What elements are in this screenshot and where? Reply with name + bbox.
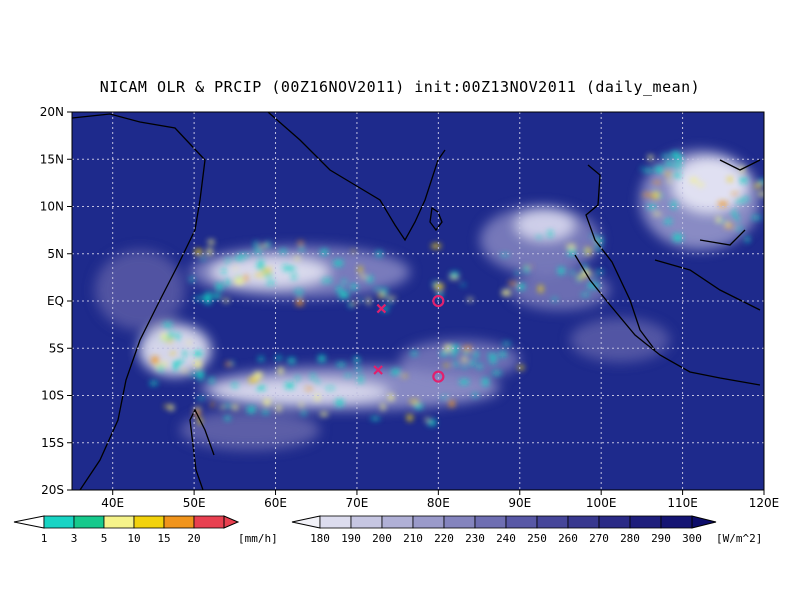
lat-label: 20N xyxy=(40,105,64,119)
olr-unit: [W/m^2] xyxy=(716,532,762,545)
lat-label: 5S xyxy=(49,341,64,355)
lat-lon-grid xyxy=(72,112,764,490)
precip-legend-swatch xyxy=(133,515,165,529)
olr-legend-swatch xyxy=(474,515,507,529)
map-frame-content xyxy=(72,112,764,490)
circle-marker xyxy=(432,294,445,308)
precip-legend-label: 1 xyxy=(41,532,48,545)
olr-legend-label: 250 xyxy=(527,532,547,545)
olr-legend-label: 270 xyxy=(589,532,609,545)
precip-legend-swatch xyxy=(43,515,75,529)
lat-label: 5N xyxy=(47,247,64,261)
markers xyxy=(373,294,445,383)
map-title: NICAM OLR & PRCIP (00Z16NOV2011) init:00… xyxy=(99,78,701,96)
precip-legend-label: 5 xyxy=(101,532,108,545)
olr-legend-label: 190 xyxy=(341,532,361,545)
precip-legend-label: 3 xyxy=(71,532,78,545)
olr-legend-swatch xyxy=(629,515,662,529)
olr-legend-label: 230 xyxy=(465,532,485,545)
lat-label: 10S xyxy=(41,389,64,403)
olr-legend-label: 200 xyxy=(372,532,392,545)
lon-labels: 40E 50E 60E 70E 80E 90E 100E 110E 120E xyxy=(101,490,779,510)
olr-legend-label: 210 xyxy=(403,532,423,545)
lon-label: 50E xyxy=(183,496,206,510)
lon-label: 70E xyxy=(346,496,369,510)
olr-legend-swatch xyxy=(412,515,445,529)
olr-legend-swatch xyxy=(350,515,383,529)
olr-legend: 180 190 200 210 220 230 240 250 260 270 280 290 300 [… xyxy=(291,515,762,545)
olr-legend-label: 260 xyxy=(558,532,578,545)
lat-label: 10N xyxy=(40,200,64,214)
precip-legend-swatch xyxy=(73,515,105,529)
x-marker xyxy=(376,303,387,314)
precip-legend-swatch xyxy=(163,515,195,529)
olr-legend-swatch xyxy=(505,515,538,529)
x-marker xyxy=(373,365,383,375)
lon-label: 90E xyxy=(508,496,531,510)
circle-marker xyxy=(432,370,445,383)
olr-legend-label: 180 xyxy=(310,532,330,545)
precip-legend-swatch xyxy=(193,515,225,529)
olr-legend-swatch xyxy=(443,515,476,529)
lat-label: EQ xyxy=(47,294,64,308)
olr-legend-label: 280 xyxy=(620,532,640,545)
olr-legend-label: 240 xyxy=(496,532,516,545)
legend-arrow-right xyxy=(223,515,240,529)
lat-labels: 20N 15N 10N 5N EQ 5S 10S 15S 20S xyxy=(40,105,72,497)
lon-label: 80E xyxy=(427,496,450,510)
olr-legend-label: 220 xyxy=(434,532,454,545)
olr-legend-swatch xyxy=(536,515,569,529)
olr-legend-label: 290 xyxy=(651,532,671,545)
olr-legend-swatch xyxy=(660,515,693,529)
coastlines xyxy=(72,112,761,490)
precip-legend-label: 10 xyxy=(127,532,140,545)
precip-legend: 1 3 5 10 15 20 [mm/h] xyxy=(13,515,278,545)
olr-legend-swatch xyxy=(567,515,600,529)
lat-label: 20S xyxy=(41,483,64,497)
lat-label: 15N xyxy=(40,152,64,166)
lon-label: 110E xyxy=(667,496,698,510)
legend-arrow-left xyxy=(13,515,45,529)
precip-legend-label: 20 xyxy=(187,532,200,545)
lon-label: 120E xyxy=(749,496,780,510)
olr-legend-swatch xyxy=(319,515,352,529)
olr-legend-label: 300 xyxy=(682,532,702,545)
precip-legend-swatch xyxy=(103,515,135,529)
lon-label: 100E xyxy=(586,496,617,510)
precip-unit: [mm/h] xyxy=(238,532,278,545)
olr-legend-swatch xyxy=(381,515,414,529)
legend-arrow-left xyxy=(291,515,321,529)
legend-arrow-right xyxy=(691,515,717,529)
precip-legend-label: 15 xyxy=(157,532,170,545)
lon-label: 60E xyxy=(264,496,287,510)
lat-label: 15S xyxy=(41,436,64,450)
olr-legend-swatch xyxy=(598,515,631,529)
lon-label: 40E xyxy=(101,496,124,510)
